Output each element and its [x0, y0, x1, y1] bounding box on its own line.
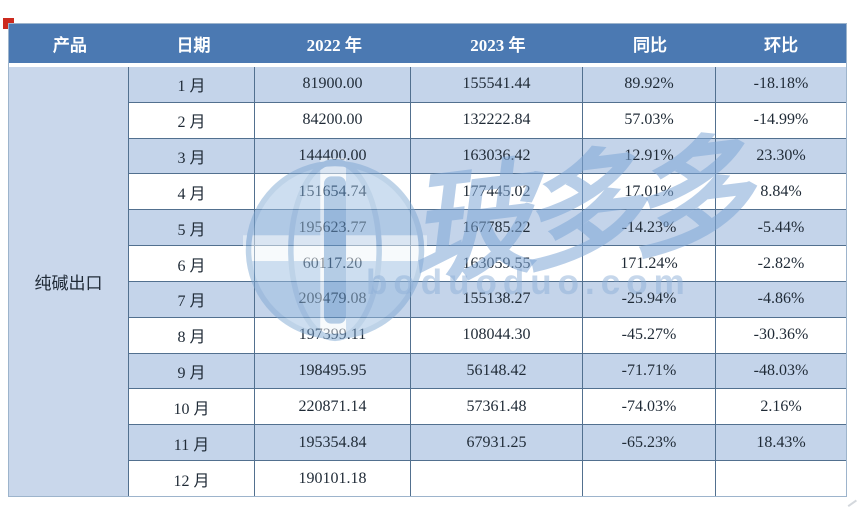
month-cell: 7 月	[129, 281, 255, 317]
value-2023-cell: 67931.25	[411, 425, 583, 461]
month-cell: 8 月	[129, 317, 255, 353]
table-row: 4 月 151654.74 177445.02 17.01% 8.84%	[129, 174, 846, 211]
month-cell: 10 月	[129, 389, 255, 425]
value-2023-cell: 108044.30	[411, 317, 583, 353]
value-2023-cell: 177445.02	[411, 174, 583, 210]
month-cell: 6 月	[129, 246, 255, 281]
yoy-cell: -74.03%	[583, 389, 716, 425]
value-2023-cell: 155138.27	[411, 281, 583, 317]
value-2022-cell: 151654.74	[255, 174, 411, 210]
yoy-cell: 12.91%	[583, 138, 716, 174]
table-row: 8 月 197399.11 108044.30 -45.27% -30.36%	[129, 317, 846, 354]
month-cell: 3 月	[129, 138, 255, 174]
table-body: 纯碱出口 1 月 81900.00 155541.44 89.92% -18.18% 2 …	[9, 67, 846, 496]
table-row: 10 月 220871.14 57361.48 -74.03% 2.16%	[129, 389, 846, 426]
yoy-cell: -25.94%	[583, 281, 716, 317]
yoy-cell: -14.23%	[583, 210, 716, 246]
table-row: 7 月 209479.08 155138.27 -25.94% -4.86%	[129, 281, 846, 318]
header-date: 日期	[176, 36, 211, 55]
table-row: 6 月 60117.20 163059.55 171.24% -2.82%	[129, 246, 846, 282]
mom-cell: -18.18%	[753, 75, 809, 93]
month-cell: 1 月	[129, 67, 255, 102]
value-2022-cell: 60117.20	[255, 246, 411, 281]
mom-cell: -48.03%	[753, 362, 809, 380]
yoy-cell: 57.03%	[583, 102, 716, 138]
yoy-cell: 17.01%	[583, 174, 716, 210]
value-2022-cell: 198495.95	[255, 353, 411, 389]
month-cell: 5 月	[129, 210, 255, 246]
header-2022: 2022 年	[306, 36, 362, 55]
header-product: 产品	[52, 36, 87, 55]
value-2023-cell: 167785.22	[411, 210, 583, 246]
value-2022-cell: 195354.84	[255, 425, 411, 461]
table-row: 2 月 84200.00 132222.84 57.03% -14.99%	[129, 102, 846, 139]
header-mom: 环比	[764, 36, 799, 55]
table-row: 3 月 144400.00 163036.42 12.91% 23.30%	[129, 138, 846, 175]
mom-cell: -4.86%	[757, 290, 805, 308]
yoy-cell: 171.24%	[583, 246, 716, 281]
value-2022-cell: 84200.00	[255, 102, 411, 138]
header-yoy: 同比	[632, 36, 667, 55]
mom-cell: -30.36%	[753, 326, 809, 344]
month-cell: 12 月	[129, 461, 255, 496]
mom-cell: 23.30%	[756, 147, 806, 165]
header-2023: 2023 年	[470, 36, 526, 55]
value-2023-cell: 163036.42	[411, 138, 583, 174]
table-row: 5 月 195623.77 167785.22 -14.23% -5.44%	[129, 210, 846, 247]
mom-cell: 8.84%	[760, 182, 802, 200]
yoy-cell: -71.71%	[583, 353, 716, 389]
value-2022-cell: 220871.14	[255, 389, 411, 425]
mom-cell: -5.44%	[757, 218, 805, 236]
mom-cell: 2.16%	[760, 397, 802, 415]
month-cell: 11 月	[129, 425, 255, 461]
value-2023-cell: 132222.84	[411, 102, 583, 138]
yoy-cell	[583, 461, 716, 496]
value-2022-cell: 81900.00	[255, 67, 411, 102]
data-table: 产品 日期 2022 年 2023 年 同比 环比 纯碱出口 1 月 81900.…	[8, 23, 847, 497]
value-2022-cell: 190101.18	[255, 461, 411, 496]
value-2022-cell: 195623.77	[255, 210, 411, 246]
value-2022-cell: 209479.08	[255, 281, 411, 317]
yoy-cell: -65.23%	[583, 425, 716, 461]
rows-container: 1 月 81900.00 155541.44 89.92% -18.18% 2 月 8420…	[129, 67, 846, 496]
mom-cell: -2.82%	[757, 254, 805, 272]
yoy-cell: 89.92%	[583, 67, 716, 102]
product-name-cell: 纯碱出口	[9, 67, 129, 496]
mom-cell	[716, 461, 846, 496]
table-row: 1 月 81900.00 155541.44 89.92% -18.18%	[129, 67, 846, 103]
value-2023-cell	[411, 461, 583, 496]
month-cell: 9 月	[129, 353, 255, 389]
month-cell: 4 月	[129, 174, 255, 210]
value-2023-cell: 57361.48	[411, 389, 583, 425]
value-2023-cell: 56148.42	[411, 353, 583, 389]
table-row: 9 月 198495.95 56148.42 -71.71% -48.03%	[129, 353, 846, 390]
table-row: 12 月 190101.18	[129, 461, 846, 496]
value-2022-cell: 144400.00	[255, 138, 411, 174]
value-2023-cell: 155541.44	[411, 67, 583, 102]
table-row: 11 月 195354.84 67931.25 -65.23% 18.43%	[129, 425, 846, 462]
mom-cell: 18.43%	[756, 433, 806, 451]
table-header-row: 产品 日期 2022 年 2023 年 同比 环比	[9, 24, 846, 63]
mom-cell: -14.99%	[753, 111, 809, 129]
value-2023-cell: 163059.55	[411, 246, 583, 281]
header-separator	[9, 63, 846, 67]
yoy-cell: -45.27%	[583, 317, 716, 353]
value-2022-cell: 197399.11	[255, 317, 411, 353]
month-cell: 2 月	[129, 102, 255, 138]
